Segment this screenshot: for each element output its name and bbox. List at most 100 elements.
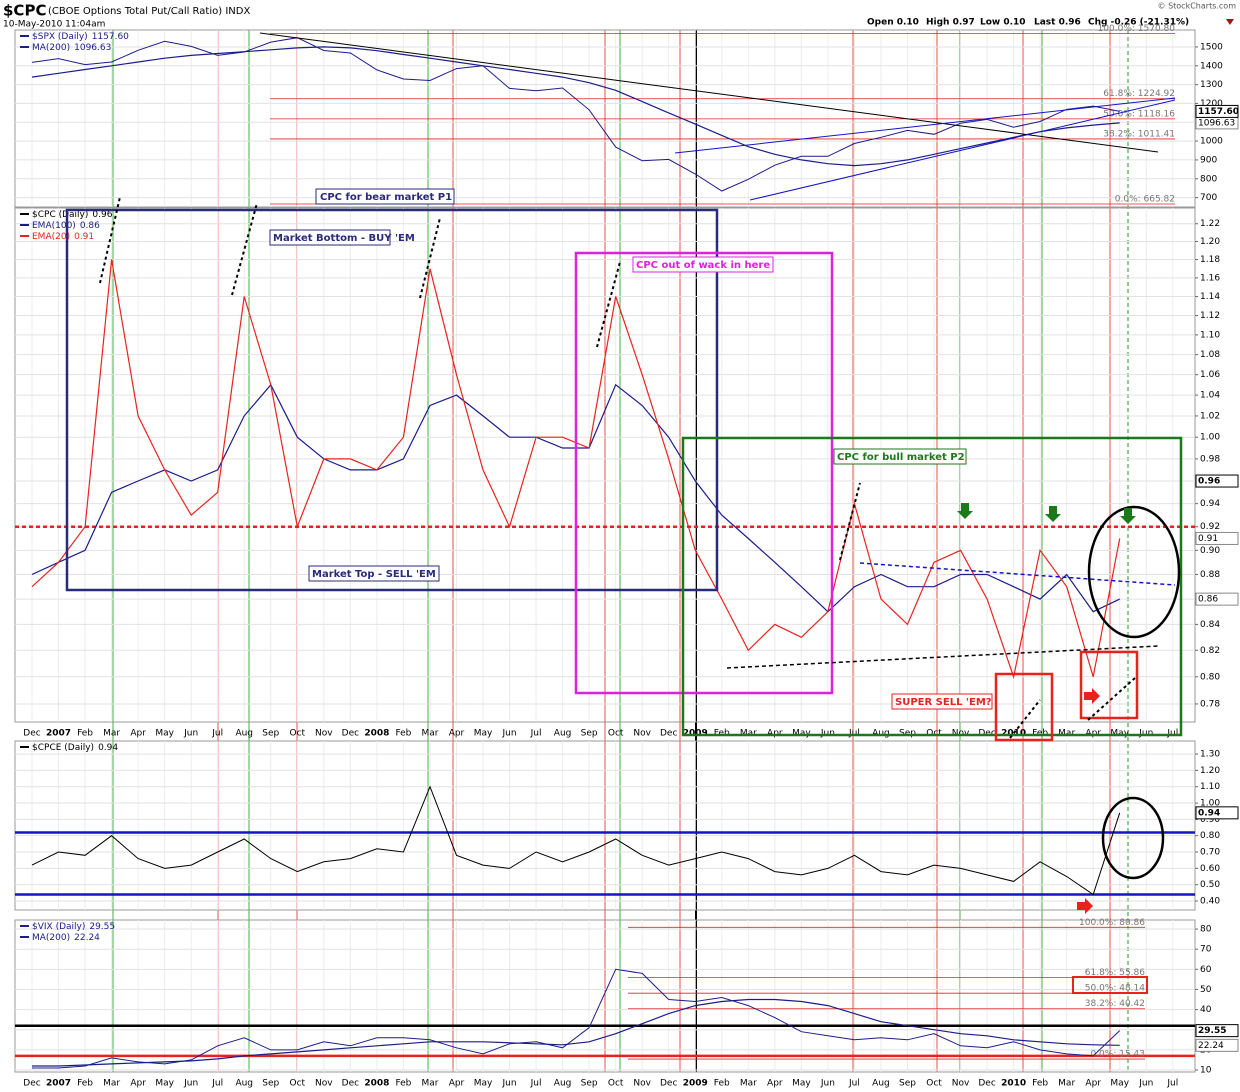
last-value-tag <box>1195 1024 1239 1038</box>
y-tick-label: 1.06 <box>1200 370 1220 380</box>
last-value-label: 0.91 <box>1198 534 1218 544</box>
x-tick-label: Mar <box>103 729 120 739</box>
y-tick-label: 1.22 <box>1200 219 1220 229</box>
x-tick-label: Nov <box>633 1079 651 1089</box>
legend-name: EMA(100) <box>32 221 76 231</box>
y-tick-label: 0.50 <box>1200 880 1220 890</box>
stat: Open 0.10 <box>867 18 919 28</box>
series-line <box>31 46 1120 167</box>
x-tick-label: Oct <box>608 729 624 739</box>
x-tick-label: Jul <box>211 729 223 739</box>
y-tick-label: 1200 <box>1200 99 1223 109</box>
x-tick-label: Mar <box>740 729 757 739</box>
panel-frame <box>14 919 1196 1073</box>
fib-label: 0.0%: 665.82 <box>1115 195 1175 205</box>
arrow <box>1045 506 1061 522</box>
x-tick-label: Feb <box>77 729 93 739</box>
panel-frame <box>14 740 1196 911</box>
x-tick-label: Jun <box>820 729 835 739</box>
x-tick-label: Jul <box>848 729 860 739</box>
x-tick-label: Jun <box>1138 1079 1153 1089</box>
legend-name: EMA(20) <box>32 232 70 242</box>
x-tick-label: Oct <box>290 729 306 739</box>
x-tick-label: 2007 <box>46 729 71 739</box>
legend-value: 29.55 <box>89 922 115 932</box>
fib-label: 50.0%: 1118.16 <box>1103 109 1175 119</box>
last-value-label: 0.86 <box>1198 595 1218 605</box>
y-tick-label: 0.78 <box>1200 699 1220 709</box>
x-tick-label: 2008 <box>364 1079 389 1089</box>
annotations: CPC for bear market P1 Market Bottom - B… <box>65 32 1183 994</box>
x-tick-label: Jul <box>530 1079 542 1089</box>
x-tick-label: Aug <box>235 729 253 739</box>
x-tick-label: 2009 <box>683 1079 708 1089</box>
x-tick-label: Apr <box>449 1079 465 1089</box>
x-tick-label: Feb <box>77 1079 93 1089</box>
x-tick-label: Feb <box>714 1079 730 1089</box>
x-tick-label: Dec <box>978 729 995 739</box>
y-tick-label: 0.80 <box>1200 831 1220 841</box>
down-marker <box>1226 19 1234 25</box>
stat: Last 0.96 <box>1034 18 1081 28</box>
x-tick-label: Jun <box>183 1079 198 1089</box>
x-tick-label: Sep <box>899 729 916 739</box>
x-tick-label: May <box>792 1079 811 1089</box>
y-tick-label: 700 <box>1200 193 1217 203</box>
x-tick-label: Jul <box>530 729 542 739</box>
label-box <box>315 188 455 205</box>
arrow <box>1084 688 1100 704</box>
last-value-tag <box>1195 806 1239 820</box>
x-tick-label: Apr <box>130 729 146 739</box>
x-tick-label: Apr <box>1085 1079 1101 1089</box>
x-tick-label: Oct <box>926 729 942 739</box>
y-tick-label: 1.20 <box>1200 766 1220 776</box>
y-tick-label: 1.30 <box>1200 750 1220 760</box>
x-tick-label: Aug <box>554 729 572 739</box>
x-tick-label: Sep <box>581 1079 598 1089</box>
price-line <box>31 785 1121 896</box>
x-tick-label: Feb <box>395 729 411 739</box>
label-box <box>269 229 391 246</box>
stat: Low 0.10 <box>980 18 1026 28</box>
legend-value: 0.96 <box>92 210 112 220</box>
arrow <box>957 503 973 519</box>
annotation: CPC out of wack in here <box>636 260 770 271</box>
x-tick-label: Nov <box>952 729 970 739</box>
last-value-label: 0.96 <box>1198 477 1220 487</box>
x-tick-label: Apr <box>130 1079 146 1089</box>
panel-frame <box>14 29 1196 208</box>
x-tick-label: 2008 <box>364 729 389 739</box>
x-tick-label: Feb <box>1032 729 1048 739</box>
legend-name: $SPX (Daily) <box>32 32 88 42</box>
y-tick-label: 0.90 <box>1200 815 1220 825</box>
legend-value: 0.86 <box>80 221 100 231</box>
legend-value: 0.91 <box>74 232 94 242</box>
legend-entry: MA(200) 1096.63 <box>32 43 111 53</box>
x-tick-label: Nov <box>633 729 651 739</box>
y-tick-label: 60 <box>1200 965 1212 975</box>
x-tick-label: Dec <box>978 1079 995 1089</box>
legend-entry: $CPC (Daily) 0.96 <box>32 210 113 220</box>
y-tick-label: 1.12 <box>1200 311 1220 321</box>
y-tick-label: 1.10 <box>1200 330 1220 340</box>
y-tick-label: 10 <box>1200 1065 1212 1075</box>
fib-label: 100.0%: 80.86 <box>1079 918 1145 928</box>
arrow <box>1120 508 1136 524</box>
x-tick-label: Dec <box>660 1079 677 1089</box>
spike-line <box>839 482 861 561</box>
trend-line <box>726 645 1159 669</box>
spike-line <box>1087 677 1136 721</box>
last-value-label: 22.24 <box>1198 1041 1224 1051</box>
x-tick-label: Dec <box>660 729 677 739</box>
symbol-name: (CBOE Options Total Put/Call Ratio) INDX <box>48 6 250 17</box>
annotation: SUPER SELL 'EM? <box>895 697 992 708</box>
label-box <box>632 256 774 273</box>
y-tick-label: 1.14 <box>1200 292 1220 302</box>
x-tick-label: Jun <box>820 1079 835 1089</box>
highlight-ellipse <box>1087 505 1181 639</box>
x-tick-label: Apr <box>767 729 783 739</box>
last-value-label: 1157.60 <box>1198 107 1239 117</box>
x-tick-label: 2010 <box>1001 729 1026 739</box>
x-tick-label: Nov <box>315 729 333 739</box>
trend-line <box>259 32 1159 153</box>
